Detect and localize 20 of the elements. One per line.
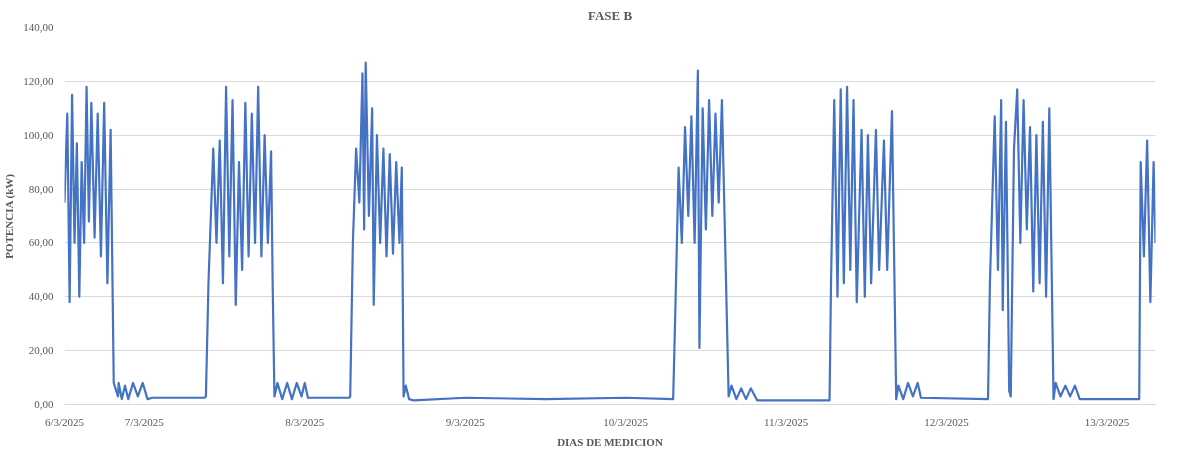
x-tick-label: 11/3/2025 [764,415,809,428]
y-tick-label: 100,00 [23,128,54,141]
y-tick-label: 80,00 [28,182,54,195]
y-tick-label: 60,00 [28,236,54,249]
y-axis-title: POTENCIA (kW) [3,173,17,259]
chart-title: FASE B [587,7,633,23]
y-tick-label: 0,00 [34,398,54,410]
y-tick-label: 40,00 [28,290,54,303]
y-tick-label: 140,00 [23,21,54,33]
x-tick-label: 6/3/2025 [44,415,85,428]
y-tick-label: 20,00 [28,344,54,357]
line-series [64,61,1156,402]
x-tick-label: 12/3/2025 [924,415,970,428]
x-tick-label: 10/3/2025 [603,415,649,428]
x-tick-label: 9/3/2025 [445,415,486,428]
x-axis-title: DIAS DE MEDICION [557,435,663,448]
x-tick-label: 8/3/2025 [285,415,325,428]
x-tick-label: 7/3/2025 [124,415,165,428]
x-tick-label: 13/3/2025 [1084,415,1130,428]
y-tick-label: 120,00 [23,74,54,87]
